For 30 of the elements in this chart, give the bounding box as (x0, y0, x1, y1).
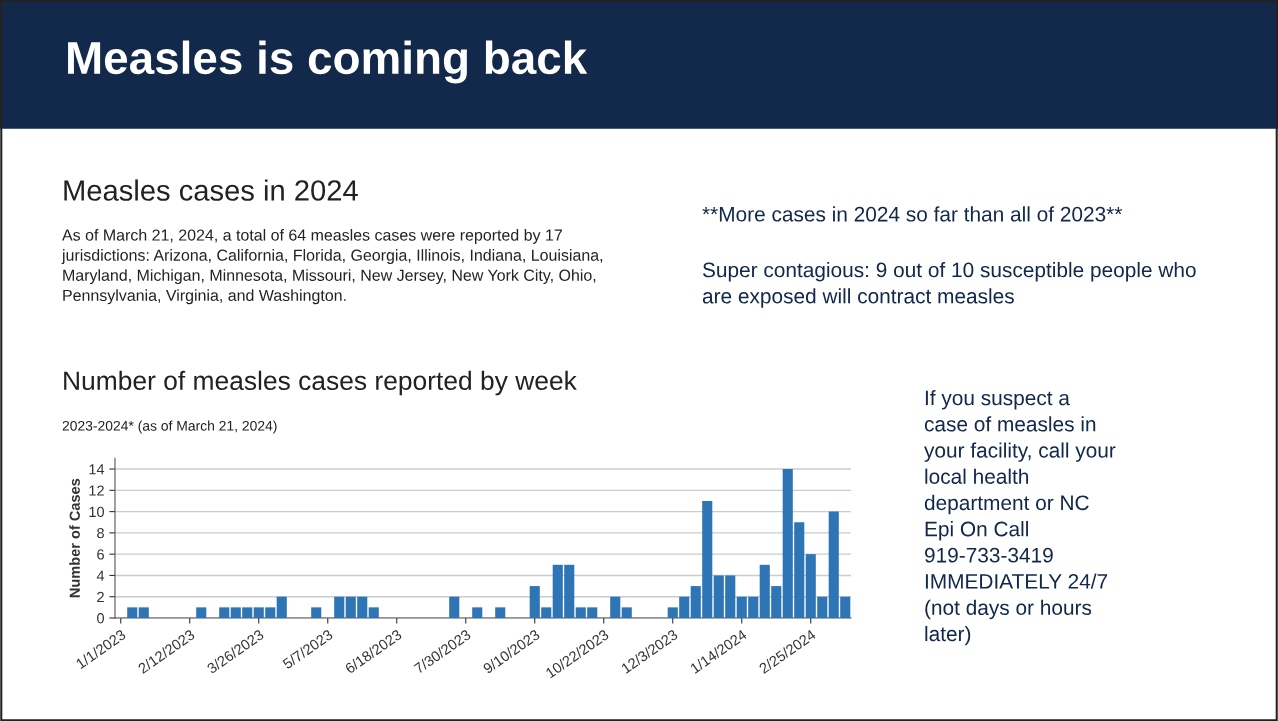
text: Measles cases in 2024 (64, 179, 358, 201)
bar (334, 596, 345, 618)
y-tick-label: 2 (97, 591, 104, 602)
bar (276, 596, 287, 618)
chart-subtitle: 2023-2024* (as of March 21, 2024) (62, 420, 277, 434)
text: If you suspect a case of measles in your facility, call your local health department or NC Epi On Call 919-733-3419 IMMEDIATELY 24/7 (not days or hours later) (924, 390, 1116, 646)
bar (621, 607, 632, 618)
text: Super contagious: 9 out of 10 susceptible people who are exposed will contract measles (702, 262, 1196, 308)
bar (196, 607, 207, 618)
y-tick-label: 0 (97, 613, 105, 624)
text: As of March 21, 2024, a total of 64 measles cases were reported by 17 jurisdictions: Arizona, California, Florida, Georgia, Illinois, Indiana, Louisiana, Maryland, Michigan, Minnesota, Missouri, New Jersey, New York City, Ohio, Pennsylvania, Virginia, and Washington. (61, 229, 603, 305)
text: **More cases in 2024 so far than all of 2023** (702, 206, 1123, 222)
text: Measles is coming back (68, 40, 588, 84)
y-tick-label: 4 (96, 570, 105, 581)
bar (610, 596, 621, 618)
bar (219, 607, 230, 618)
y-axis-title: Number of Cases (69, 478, 80, 598)
bar (368, 607, 379, 618)
bar (138, 607, 149, 618)
y-tick-label: 14 (89, 464, 105, 475)
bar (449, 596, 460, 618)
bar (495, 607, 506, 618)
bar (472, 607, 483, 618)
y-tick-label: 12 (89, 485, 104, 496)
chart-title: Number of measles cases reported by week (64, 370, 577, 396)
bar (127, 607, 138, 618)
bar (311, 607, 322, 618)
y-tick-label: 10 (89, 506, 105, 518)
y-tick-label: 8 (97, 527, 104, 539)
y-tick-label: 6 (97, 549, 104, 560)
